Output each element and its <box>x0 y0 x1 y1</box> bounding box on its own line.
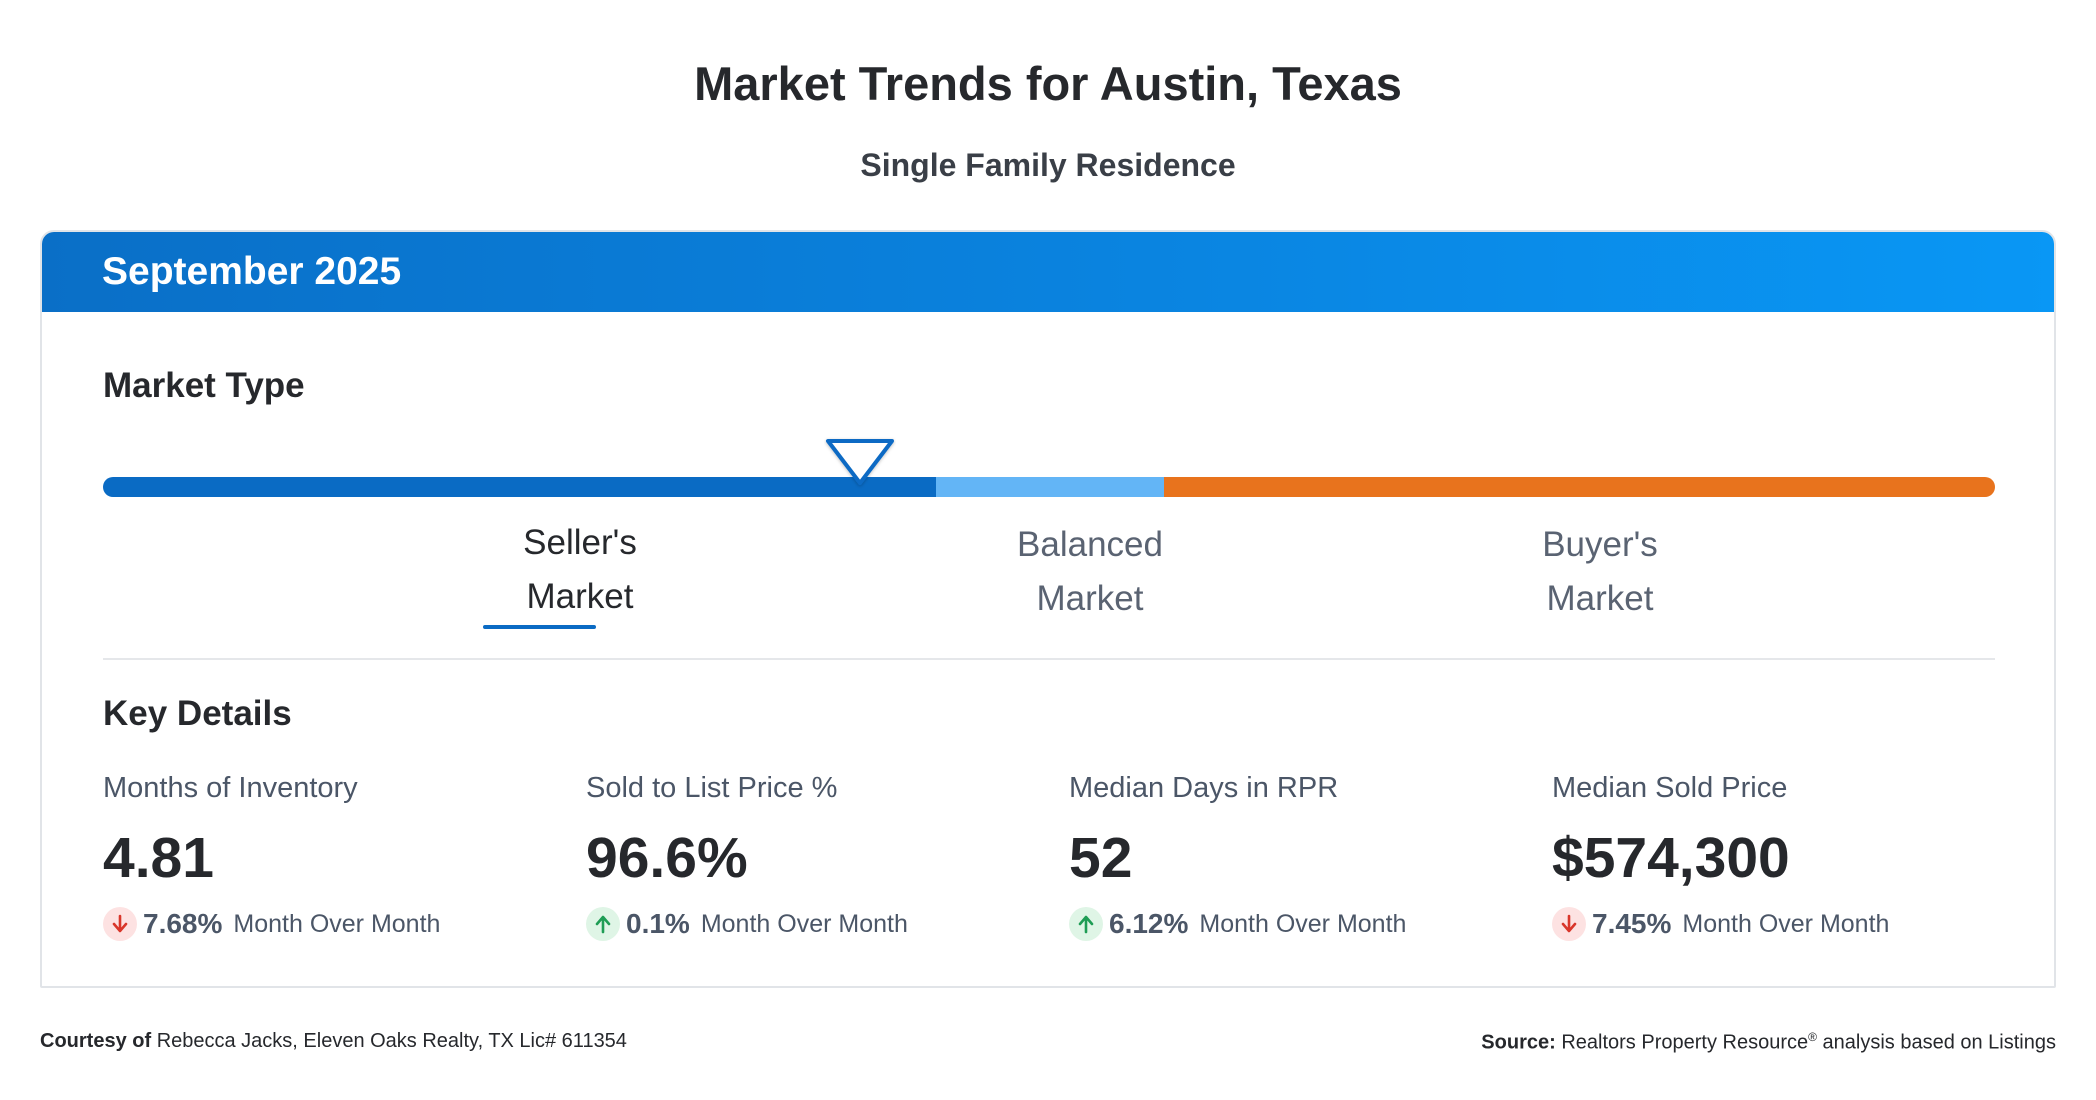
arrow-up-icon <box>1069 907 1103 941</box>
footer-source: Source: Realtors Property Resource® anal… <box>1481 1030 2056 1055</box>
sellers-market-label-line2: Market <box>526 577 634 616</box>
card-header: September 2025 <box>42 232 2054 312</box>
stat-change-period: Month Over Month <box>233 909 441 938</box>
stat-months-of-inventory: Months of Inventory 4.81 7.68% Month Ove… <box>103 772 563 942</box>
market-card: September 2025 Market Type Seller's Mark… <box>40 230 2056 988</box>
stat-label: Sold to List Price % <box>586 772 838 804</box>
market-indicator-icon <box>825 439 894 485</box>
stat-change-period: Month Over Month <box>1199 909 1407 938</box>
page-title: Market Trends for Austin, Texas <box>694 57 1402 110</box>
stat-change-period: Month Over Month <box>700 909 908 938</box>
arrow-down-icon <box>1552 907 1586 941</box>
registered-mark: ® <box>1808 1030 1817 1044</box>
source-text: Realtors Property Resource <box>1561 1031 1809 1054</box>
seller-market-segment <box>103 477 936 497</box>
courtesy-text: Rebecca Jacks, Eleven Oaks Realty, TX Li… <box>156 1030 627 1052</box>
balanced-market-segment <box>936 477 1164 497</box>
buyer-market-segment <box>1164 477 1995 497</box>
source-text-rest: analysis based on Listings <box>1816 1031 2057 1054</box>
buyers-market-label-line1: Buyer's <box>1542 525 1658 564</box>
stat-change: 7.68% Month Over Month <box>103 906 563 942</box>
stat-sold-to-list-price: Sold to List Price % 96.6% 0.1% Month Ov… <box>586 772 1046 942</box>
stat-value: 96.6% <box>586 826 748 890</box>
stat-median-sold-price: Median Sold Price $574,300 7.45% Month O… <box>1552 772 2012 942</box>
active-market-underline <box>483 625 596 629</box>
sellers-market-label-line1: Seller's <box>523 523 637 562</box>
section-divider <box>103 658 1995 660</box>
courtesy-label: Courtesy of <box>40 1030 152 1052</box>
buyers-market-label: Buyer's Market <box>1440 518 1760 626</box>
arrow-up-icon <box>586 907 620 941</box>
balanced-market-label: Balanced Market <box>930 518 1250 626</box>
stat-change: 7.45% Month Over Month <box>1552 906 2012 942</box>
stat-change-percent: 7.68% <box>143 908 223 939</box>
footer-courtesy: Courtesy of Rebecca Jacks, Eleven Oaks R… <box>40 1030 627 1053</box>
market-type-bar <box>103 477 1995 497</box>
page-subtitle: Single Family Residence <box>860 147 1236 183</box>
stat-value: $574,300 <box>1552 826 1790 890</box>
stat-median-days-in-rpr: Median Days in RPR 52 6.12% Month Over M… <box>1069 772 1529 942</box>
stat-change-percent: 7.45% <box>1592 908 1672 939</box>
balanced-market-label-line1: Balanced <box>1017 525 1163 564</box>
stat-value: 52 <box>1069 826 1133 890</box>
source-label: Source: <box>1481 1031 1556 1054</box>
stat-change-percent: 6.12% <box>1109 908 1189 939</box>
stat-change: 6.12% Month Over Month <box>1069 906 1529 942</box>
stat-change-period: Month Over Month <box>1682 909 1890 938</box>
stat-label: Median Days in RPR <box>1069 772 1339 804</box>
balanced-market-label-line2: Market <box>1036 579 1144 618</box>
card-header-title: September 2025 <box>102 250 402 293</box>
sellers-market-label: Seller's Market <box>420 516 740 624</box>
buyers-market-label-line2: Market <box>1546 579 1654 618</box>
stat-value: 4.81 <box>103 826 214 890</box>
stat-change-percent: 0.1% <box>626 908 690 939</box>
market-type-heading: Market Type <box>103 366 305 405</box>
stat-label: Months of Inventory <box>103 772 358 804</box>
stat-change: 0.1% Month Over Month <box>586 906 1046 942</box>
key-details-heading: Key Details <box>103 694 292 733</box>
arrow-down-icon <box>103 907 137 941</box>
stat-label: Median Sold Price <box>1552 772 1788 804</box>
